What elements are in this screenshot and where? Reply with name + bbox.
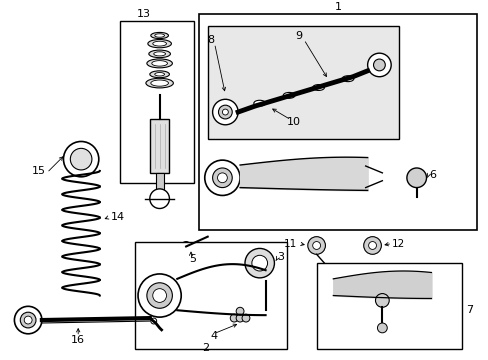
Circle shape [149,189,169,208]
Text: 7: 7 [465,305,472,315]
Circle shape [363,237,381,254]
Circle shape [236,314,244,322]
Circle shape [150,318,156,324]
Ellipse shape [149,71,169,78]
Bar [120,21,194,183]
Circle shape [222,109,228,115]
Ellipse shape [151,60,167,66]
Circle shape [63,141,99,177]
Circle shape [251,255,267,271]
Circle shape [373,59,385,71]
Circle shape [230,314,238,322]
Circle shape [242,314,249,322]
Ellipse shape [147,40,171,48]
Circle shape [212,168,232,188]
Text: 12: 12 [391,239,405,248]
Circle shape [204,160,240,195]
Ellipse shape [283,93,294,98]
Text: 16: 16 [71,335,85,345]
Ellipse shape [152,41,166,46]
Text: 11: 11 [283,239,296,248]
Ellipse shape [148,50,170,58]
Circle shape [146,283,172,308]
Circle shape [152,289,166,302]
Ellipse shape [146,59,172,68]
Ellipse shape [253,100,265,106]
Ellipse shape [312,85,324,90]
Text: 14: 14 [110,212,124,222]
Circle shape [212,99,238,125]
Bar [207,26,398,139]
Circle shape [406,168,426,188]
Circle shape [312,242,320,249]
Circle shape [236,307,244,315]
Ellipse shape [153,52,165,56]
Circle shape [14,306,42,334]
Circle shape [181,242,191,251]
Circle shape [24,316,32,324]
Text: 5: 5 [189,254,196,264]
Circle shape [20,312,36,328]
Text: 1: 1 [334,2,341,12]
Bar [135,242,286,350]
Text: 8: 8 [206,35,214,45]
Circle shape [367,53,390,77]
Bar [316,263,461,350]
Circle shape [138,274,181,317]
Ellipse shape [154,34,164,37]
Ellipse shape [150,80,168,86]
Text: 6: 6 [428,170,436,180]
Ellipse shape [342,76,353,82]
Bar [155,173,163,193]
Text: 4: 4 [210,331,217,341]
Ellipse shape [145,78,173,88]
Bar [149,119,169,173]
Circle shape [217,173,227,183]
Circle shape [368,242,376,249]
Text: 10: 10 [286,117,301,127]
Circle shape [244,248,274,278]
Ellipse shape [154,73,164,76]
Text: 3: 3 [277,252,284,262]
Text: 15: 15 [32,166,46,176]
Circle shape [375,293,388,307]
Text: 13: 13 [137,9,151,19]
Bar [199,14,476,230]
Circle shape [377,323,386,333]
Circle shape [70,148,92,170]
Text: 9: 9 [295,31,302,41]
Circle shape [307,237,325,254]
Circle shape [218,105,232,119]
Text: 2: 2 [202,343,209,354]
Ellipse shape [150,32,168,39]
